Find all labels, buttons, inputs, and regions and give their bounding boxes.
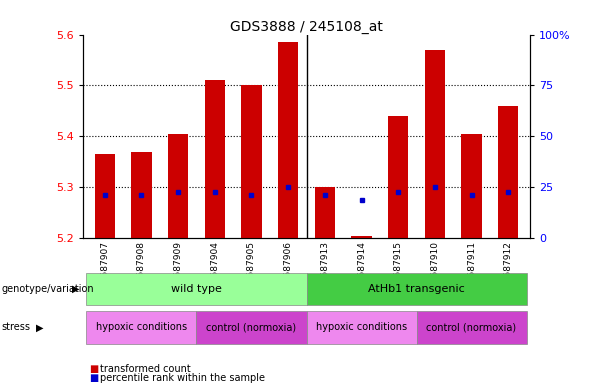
Bar: [168, 134, 188, 238]
Text: percentile rank within the sample: percentile rank within the sample: [100, 373, 265, 383]
Text: ▶: ▶: [72, 284, 80, 294]
Bar: [94, 154, 115, 238]
Text: hypoxic conditions: hypoxic conditions: [96, 322, 187, 333]
Text: hypoxic conditions: hypoxic conditions: [316, 322, 407, 333]
Text: transformed count: transformed count: [100, 364, 191, 374]
Bar: [242, 85, 262, 238]
Text: control (normoxia): control (normoxia): [427, 322, 517, 333]
Text: ■: ■: [89, 373, 98, 383]
Text: wild type: wild type: [171, 284, 222, 294]
Bar: [278, 42, 299, 238]
Bar: [388, 116, 408, 238]
Text: ■: ■: [89, 364, 98, 374]
Text: AtHb1 transgenic: AtHb1 transgenic: [368, 284, 465, 294]
Bar: [425, 50, 445, 238]
Bar: [205, 80, 225, 238]
Bar: [314, 187, 335, 238]
Text: genotype/variation: genotype/variation: [1, 284, 94, 294]
Bar: [462, 134, 482, 238]
Text: ▶: ▶: [36, 322, 43, 333]
Text: stress: stress: [1, 322, 30, 333]
Bar: [131, 152, 151, 238]
Bar: [498, 106, 519, 238]
Bar: [351, 235, 371, 238]
Text: control (normoxia): control (normoxia): [207, 322, 297, 333]
Title: GDS3888 / 245108_at: GDS3888 / 245108_at: [230, 20, 383, 33]
